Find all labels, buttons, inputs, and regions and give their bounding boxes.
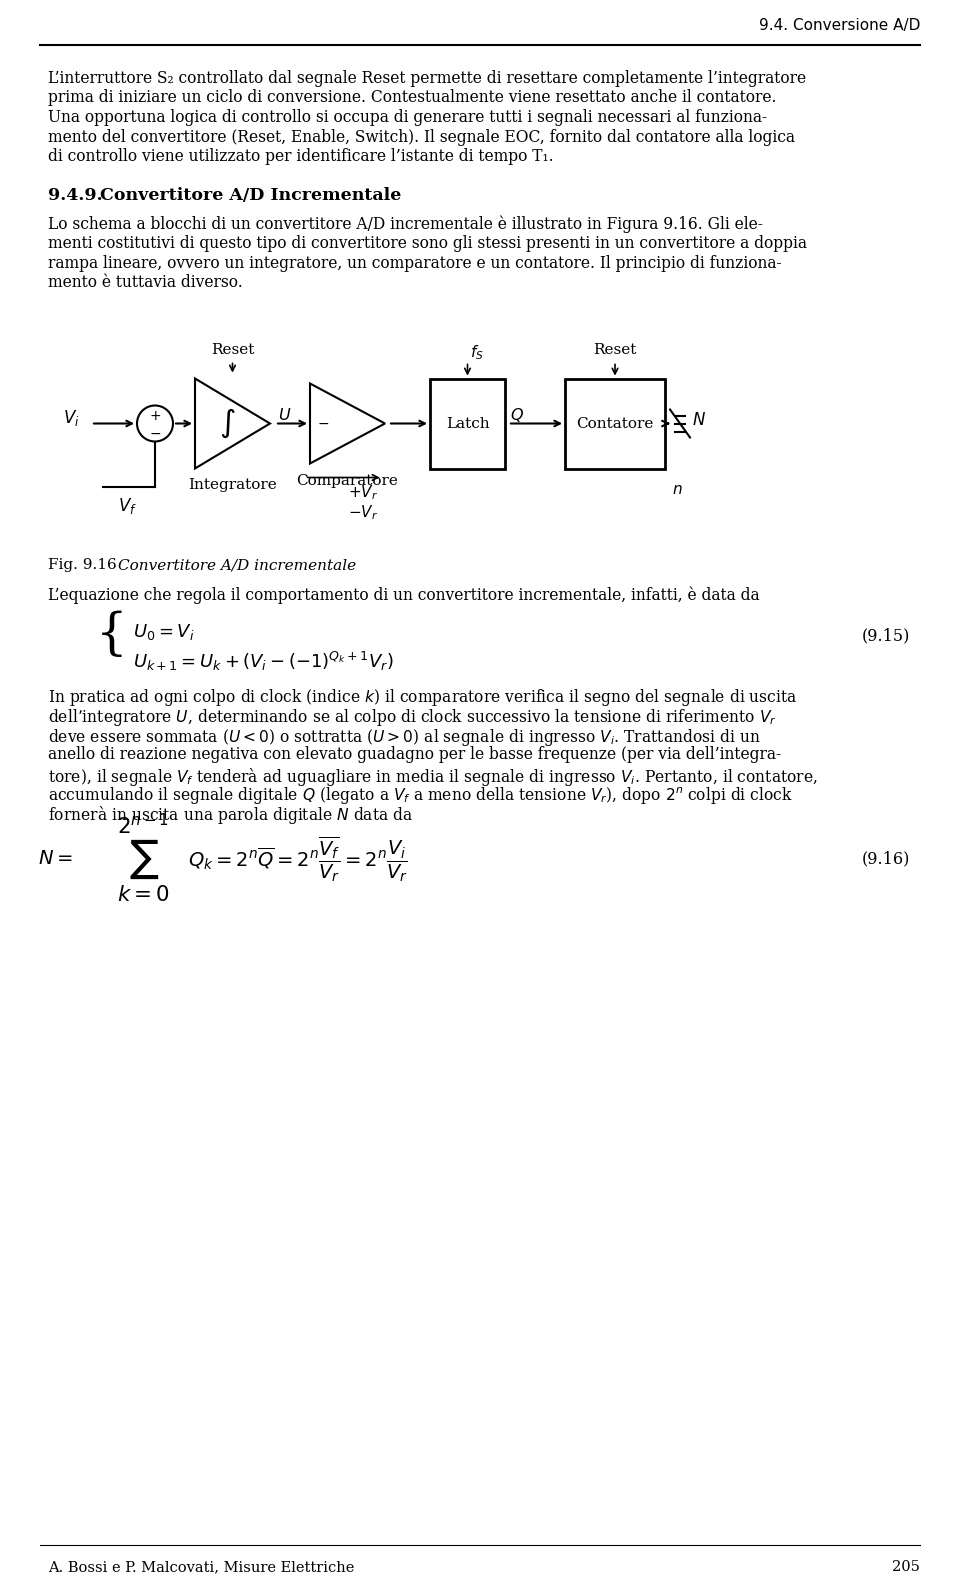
Text: $Q$: $Q$ bbox=[510, 407, 524, 424]
Bar bbox=[430, 378, 505, 469]
Text: Integratore: Integratore bbox=[188, 478, 276, 493]
Text: Una opportuna logica di controllo si occupa di generare tutti i segnali necessar: Una opportuna logica di controllo si occ… bbox=[48, 110, 767, 126]
Text: In pratica ad ogni colpo di clock (indice $k$) il comparatore verifica il segno : In pratica ad ogni colpo di clock (indic… bbox=[48, 688, 798, 709]
Bar bbox=[565, 378, 665, 469]
Text: Convertitore A/D incrementale: Convertitore A/D incrementale bbox=[118, 558, 356, 572]
Text: fornerà in uscita una parola digitale $N$ data da: fornerà in uscita una parola digitale $N… bbox=[48, 804, 413, 826]
Text: 205: 205 bbox=[892, 1560, 920, 1575]
Text: (9.15): (9.15) bbox=[862, 628, 910, 644]
Text: −: − bbox=[149, 426, 161, 440]
Text: mento è tuttavia diverso.: mento è tuttavia diverso. bbox=[48, 273, 243, 291]
Text: Latch: Latch bbox=[445, 416, 490, 431]
Text: $N$: $N$ bbox=[692, 412, 706, 429]
Text: tore), il segnale $V_f$ tenderà ad uguagliare in media il segnale di ingresso $V: tore), il segnale $V_f$ tenderà ad uguag… bbox=[48, 766, 818, 788]
Text: rampa lineare, ovvero un integratore, un comparatore e un contatore. Il principi: rampa lineare, ovvero un integratore, un… bbox=[48, 254, 781, 272]
Text: accumulando il segnale digitale $Q$ (legato a $V_f$ a meno della tensione $V_r$): accumulando il segnale digitale $Q$ (leg… bbox=[48, 785, 793, 806]
Text: Comparatore: Comparatore bbox=[297, 474, 398, 488]
Text: $-V_r$: $-V_r$ bbox=[348, 504, 377, 523]
Text: $Q_k = 2^n \overline{Q} = 2^n \dfrac{\overline{V_f}}{V_r} = 2^n \dfrac{V_i}{V_r}: $Q_k = 2^n \overline{Q} = 2^n \dfrac{\ov… bbox=[188, 834, 408, 883]
Text: $n$: $n$ bbox=[672, 483, 683, 497]
Text: 9.4. Conversione A/D: 9.4. Conversione A/D bbox=[758, 17, 920, 33]
Text: $U_{k+1} = U_k + (V_i - (-1)^{Q_k+1} V_r)$: $U_{k+1} = U_k + (V_i - (-1)^{Q_k+1} V_r… bbox=[133, 650, 394, 672]
Text: −: − bbox=[318, 416, 329, 431]
Text: di controllo viene utilizzato per identificare l’istante di tempo T₁.: di controllo viene utilizzato per identi… bbox=[48, 148, 554, 165]
Text: Contatore: Contatore bbox=[576, 416, 654, 431]
Text: deve essere sommata ($U < 0$) o sottratta ($U > 0$) al segnale di ingresso $V_i$: deve essere sommata ($U < 0$) o sottratt… bbox=[48, 726, 760, 747]
Text: Convertitore A/D Incrementale: Convertitore A/D Incrementale bbox=[100, 188, 401, 205]
Text: prima di iniziare un ciclo di conversione. Contestualmente viene resettato anche: prima di iniziare un ciclo di conversion… bbox=[48, 89, 777, 106]
Text: Reset: Reset bbox=[211, 343, 254, 358]
Text: +: + bbox=[149, 408, 161, 423]
Text: $V_f$: $V_f$ bbox=[118, 496, 137, 516]
Text: {: { bbox=[96, 610, 128, 659]
Text: 9.4.9.: 9.4.9. bbox=[48, 188, 103, 205]
Text: mento del convertitore (Reset, Enable, Switch). Il segnale EOC, fornito dal cont: mento del convertitore (Reset, Enable, S… bbox=[48, 129, 795, 146]
Text: $f_S$: $f_S$ bbox=[470, 343, 484, 362]
Text: Reset: Reset bbox=[593, 343, 636, 358]
Text: L’equazione che regola il comportamento di un convertitore incrementale, infatti: L’equazione che regola il comportamento … bbox=[48, 586, 759, 604]
Text: $U_0 = V_i$: $U_0 = V_i$ bbox=[133, 621, 195, 642]
Text: (9.16): (9.16) bbox=[862, 850, 910, 868]
Text: $+V_r$: $+V_r$ bbox=[348, 483, 377, 502]
Text: $\int$: $\int$ bbox=[219, 407, 236, 440]
Text: anello di reazione negativa con elevato guadagno per le basse frequenze (per via: anello di reazione negativa con elevato … bbox=[48, 745, 781, 763]
Text: $N = $: $N = $ bbox=[38, 850, 73, 869]
Text: Lo schema a blocchi di un convertitore A/D incrementale è illustrato in Figura 9: Lo schema a blocchi di un convertitore A… bbox=[48, 216, 763, 234]
Text: Fig. 9.16: Fig. 9.16 bbox=[48, 558, 117, 572]
Text: menti costitutivi di questo tipo di convertitore sono gli stessi presenti in un : menti costitutivi di questo tipo di conv… bbox=[48, 235, 807, 253]
Text: dell’integratore $U$, determinando se al colpo di clock successivo la tensione d: dell’integratore $U$, determinando se al… bbox=[48, 707, 777, 728]
Text: L’interruttore S₂ controllato dal segnale Reset permette di resettare completame: L’interruttore S₂ controllato dal segnal… bbox=[48, 70, 806, 87]
Text: $U$: $U$ bbox=[278, 407, 292, 424]
Text: $V_i$: $V_i$ bbox=[63, 408, 80, 429]
Text: A. Bossi e P. Malcovati, Misure Elettriche: A. Bossi e P. Malcovati, Misure Elettric… bbox=[48, 1560, 354, 1575]
Text: $\sum_{k=0}^{2^{n-1}}$: $\sum_{k=0}^{2^{n-1}}$ bbox=[117, 812, 169, 906]
